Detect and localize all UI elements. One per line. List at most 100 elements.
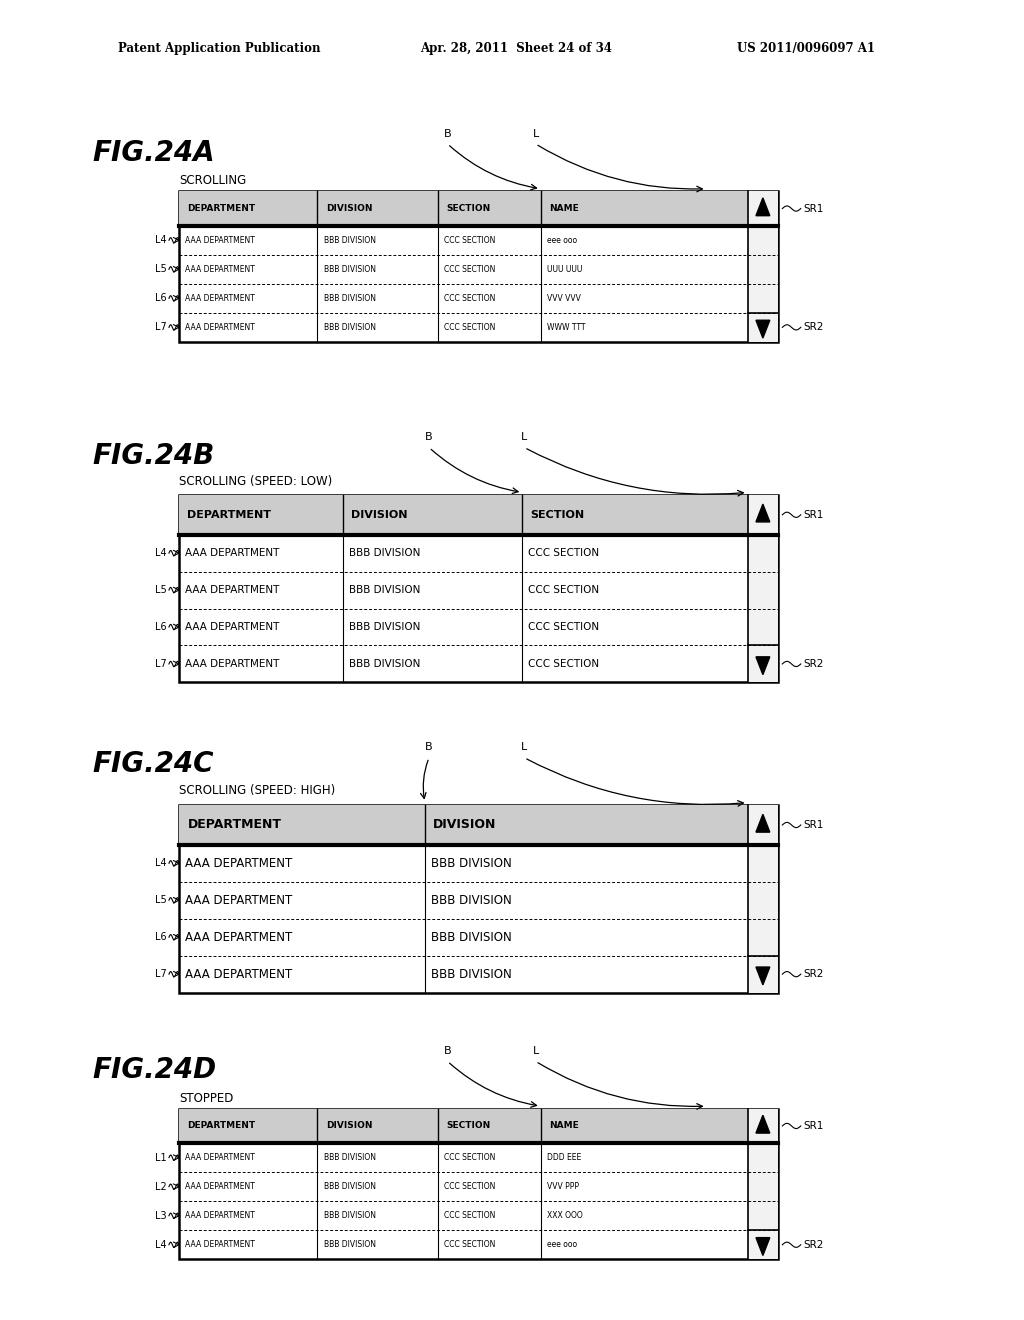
- Text: eee ooo: eee ooo: [547, 1241, 577, 1249]
- Text: AAA DEPARTMENT: AAA DEPARTMENT: [185, 1154, 255, 1162]
- Bar: [179, 805, 748, 845]
- Text: SR1: SR1: [804, 203, 824, 214]
- Text: FIG.24C: FIG.24C: [92, 750, 214, 777]
- Text: DEPARTMENT: DEPARTMENT: [187, 510, 271, 520]
- Bar: [179, 191, 778, 342]
- Text: BBB DIVISION: BBB DIVISION: [324, 1183, 376, 1191]
- Bar: [179, 495, 748, 535]
- Text: BBB DIVISION: BBB DIVISION: [324, 294, 376, 302]
- Text: CCC SECTION: CCC SECTION: [444, 236, 496, 244]
- Text: L3: L3: [156, 1210, 167, 1221]
- Text: BBB DIVISION: BBB DIVISION: [324, 236, 376, 244]
- Text: AAA DEPARTMENT: AAA DEPARTMENT: [185, 265, 255, 273]
- Bar: [179, 191, 748, 226]
- Text: SECTION: SECTION: [530, 510, 585, 520]
- Text: FIG.24B: FIG.24B: [92, 442, 214, 470]
- Text: VVV VVV: VVV VVV: [547, 294, 581, 302]
- Text: L5: L5: [156, 264, 167, 275]
- Polygon shape: [756, 1238, 770, 1255]
- Polygon shape: [756, 504, 770, 521]
- Text: BBB DIVISION: BBB DIVISION: [324, 265, 376, 273]
- Bar: [748, 191, 778, 342]
- Text: CCC SECTION: CCC SECTION: [528, 659, 599, 669]
- Text: WWW TTT: WWW TTT: [547, 323, 586, 331]
- Text: DIVISION: DIVISION: [433, 818, 497, 832]
- Text: BBB DIVISION: BBB DIVISION: [431, 857, 512, 870]
- Text: L5: L5: [156, 585, 167, 595]
- Text: B: B: [425, 742, 433, 752]
- Text: L6: L6: [156, 293, 167, 304]
- Text: L: L: [532, 1045, 539, 1056]
- Text: CCC SECTION: CCC SECTION: [528, 548, 599, 558]
- Text: L: L: [532, 128, 539, 139]
- Text: DDD EEE: DDD EEE: [547, 1154, 581, 1162]
- Text: AAA DEPARTMENT: AAA DEPARTMENT: [185, 1212, 255, 1220]
- Text: DIVISION: DIVISION: [351, 510, 408, 520]
- Text: SR2: SR2: [804, 969, 824, 979]
- Polygon shape: [756, 198, 770, 215]
- Text: SCROLLING (SPEED: LOW): SCROLLING (SPEED: LOW): [179, 475, 333, 488]
- Text: BBB DIVISION: BBB DIVISION: [349, 585, 421, 595]
- Text: AAA DEPARTMENT: AAA DEPARTMENT: [185, 931, 293, 944]
- Text: SR1: SR1: [804, 820, 824, 830]
- Text: CCC SECTION: CCC SECTION: [444, 1183, 496, 1191]
- Text: BBB DIVISION: BBB DIVISION: [324, 323, 376, 331]
- Text: CCC SECTION: CCC SECTION: [528, 585, 599, 595]
- Text: NAME: NAME: [549, 205, 579, 213]
- Text: AAA DEPARTMENT: AAA DEPARTMENT: [185, 236, 255, 244]
- Bar: [748, 495, 778, 682]
- Text: L7: L7: [156, 659, 167, 669]
- Text: L4: L4: [156, 235, 167, 246]
- Text: L4: L4: [156, 858, 167, 869]
- Text: B: B: [443, 128, 452, 139]
- Text: L7: L7: [156, 322, 167, 333]
- Text: L2: L2: [156, 1181, 167, 1192]
- Text: BBB DIVISION: BBB DIVISION: [349, 548, 421, 558]
- Text: SECTION: SECTION: [446, 1122, 490, 1130]
- Text: BBB DIVISION: BBB DIVISION: [431, 894, 512, 907]
- Text: L: L: [521, 742, 527, 752]
- Text: CCC SECTION: CCC SECTION: [444, 1241, 496, 1249]
- Text: Apr. 28, 2011  Sheet 24 of 34: Apr. 28, 2011 Sheet 24 of 34: [420, 42, 611, 55]
- Text: DIVISION: DIVISION: [326, 1122, 372, 1130]
- Text: CCC SECTION: CCC SECTION: [444, 323, 496, 331]
- Text: L6: L6: [156, 622, 167, 632]
- Polygon shape: [756, 814, 770, 832]
- Bar: [179, 495, 778, 682]
- Text: L6: L6: [156, 932, 167, 942]
- Text: Patent Application Publication: Patent Application Publication: [118, 42, 321, 55]
- Text: AAA DEPARTMENT: AAA DEPARTMENT: [185, 585, 280, 595]
- Text: AAA DEPARTMENT: AAA DEPARTMENT: [185, 294, 255, 302]
- Text: B: B: [443, 1045, 452, 1056]
- Text: BBB DIVISION: BBB DIVISION: [349, 659, 421, 669]
- Polygon shape: [756, 321, 770, 338]
- Text: BBB DIVISION: BBB DIVISION: [324, 1154, 376, 1162]
- Text: SCROLLING (SPEED: HIGH): SCROLLING (SPEED: HIGH): [179, 784, 336, 797]
- Bar: [179, 1109, 748, 1143]
- Text: DEPARTMENT: DEPARTMENT: [187, 1122, 256, 1130]
- Text: CCC SECTION: CCC SECTION: [444, 1212, 496, 1220]
- Text: BBB DIVISION: BBB DIVISION: [431, 968, 512, 981]
- Text: BBB DIVISION: BBB DIVISION: [324, 1241, 376, 1249]
- Text: CCC SECTION: CCC SECTION: [444, 294, 496, 302]
- Text: US 2011/0096097 A1: US 2011/0096097 A1: [737, 42, 876, 55]
- Text: CCC SECTION: CCC SECTION: [444, 1154, 496, 1162]
- Text: SECTION: SECTION: [446, 205, 490, 213]
- Text: eee ooo: eee ooo: [547, 236, 577, 244]
- Bar: [179, 1109, 778, 1259]
- Text: FIG.24D: FIG.24D: [92, 1056, 216, 1084]
- Text: VVV PPP: VVV PPP: [547, 1183, 579, 1191]
- Text: AAA DEPARTMENT: AAA DEPARTMENT: [185, 968, 293, 981]
- Text: SR2: SR2: [804, 659, 824, 669]
- Polygon shape: [756, 968, 770, 985]
- Text: L4: L4: [156, 548, 167, 558]
- Text: AAA DEPARTMENT: AAA DEPARTMENT: [185, 1183, 255, 1191]
- Text: AAA DEPARTMENT: AAA DEPARTMENT: [185, 894, 293, 907]
- Polygon shape: [756, 1115, 770, 1133]
- Text: AAA DEPARTMENT: AAA DEPARTMENT: [185, 323, 255, 331]
- Text: AAA DEPARTMENT: AAA DEPARTMENT: [185, 548, 280, 558]
- Text: AAA DEPARTMENT: AAA DEPARTMENT: [185, 1241, 255, 1249]
- Text: BBB DIVISION: BBB DIVISION: [431, 931, 512, 944]
- Text: SR1: SR1: [804, 1121, 824, 1131]
- Polygon shape: [756, 657, 770, 675]
